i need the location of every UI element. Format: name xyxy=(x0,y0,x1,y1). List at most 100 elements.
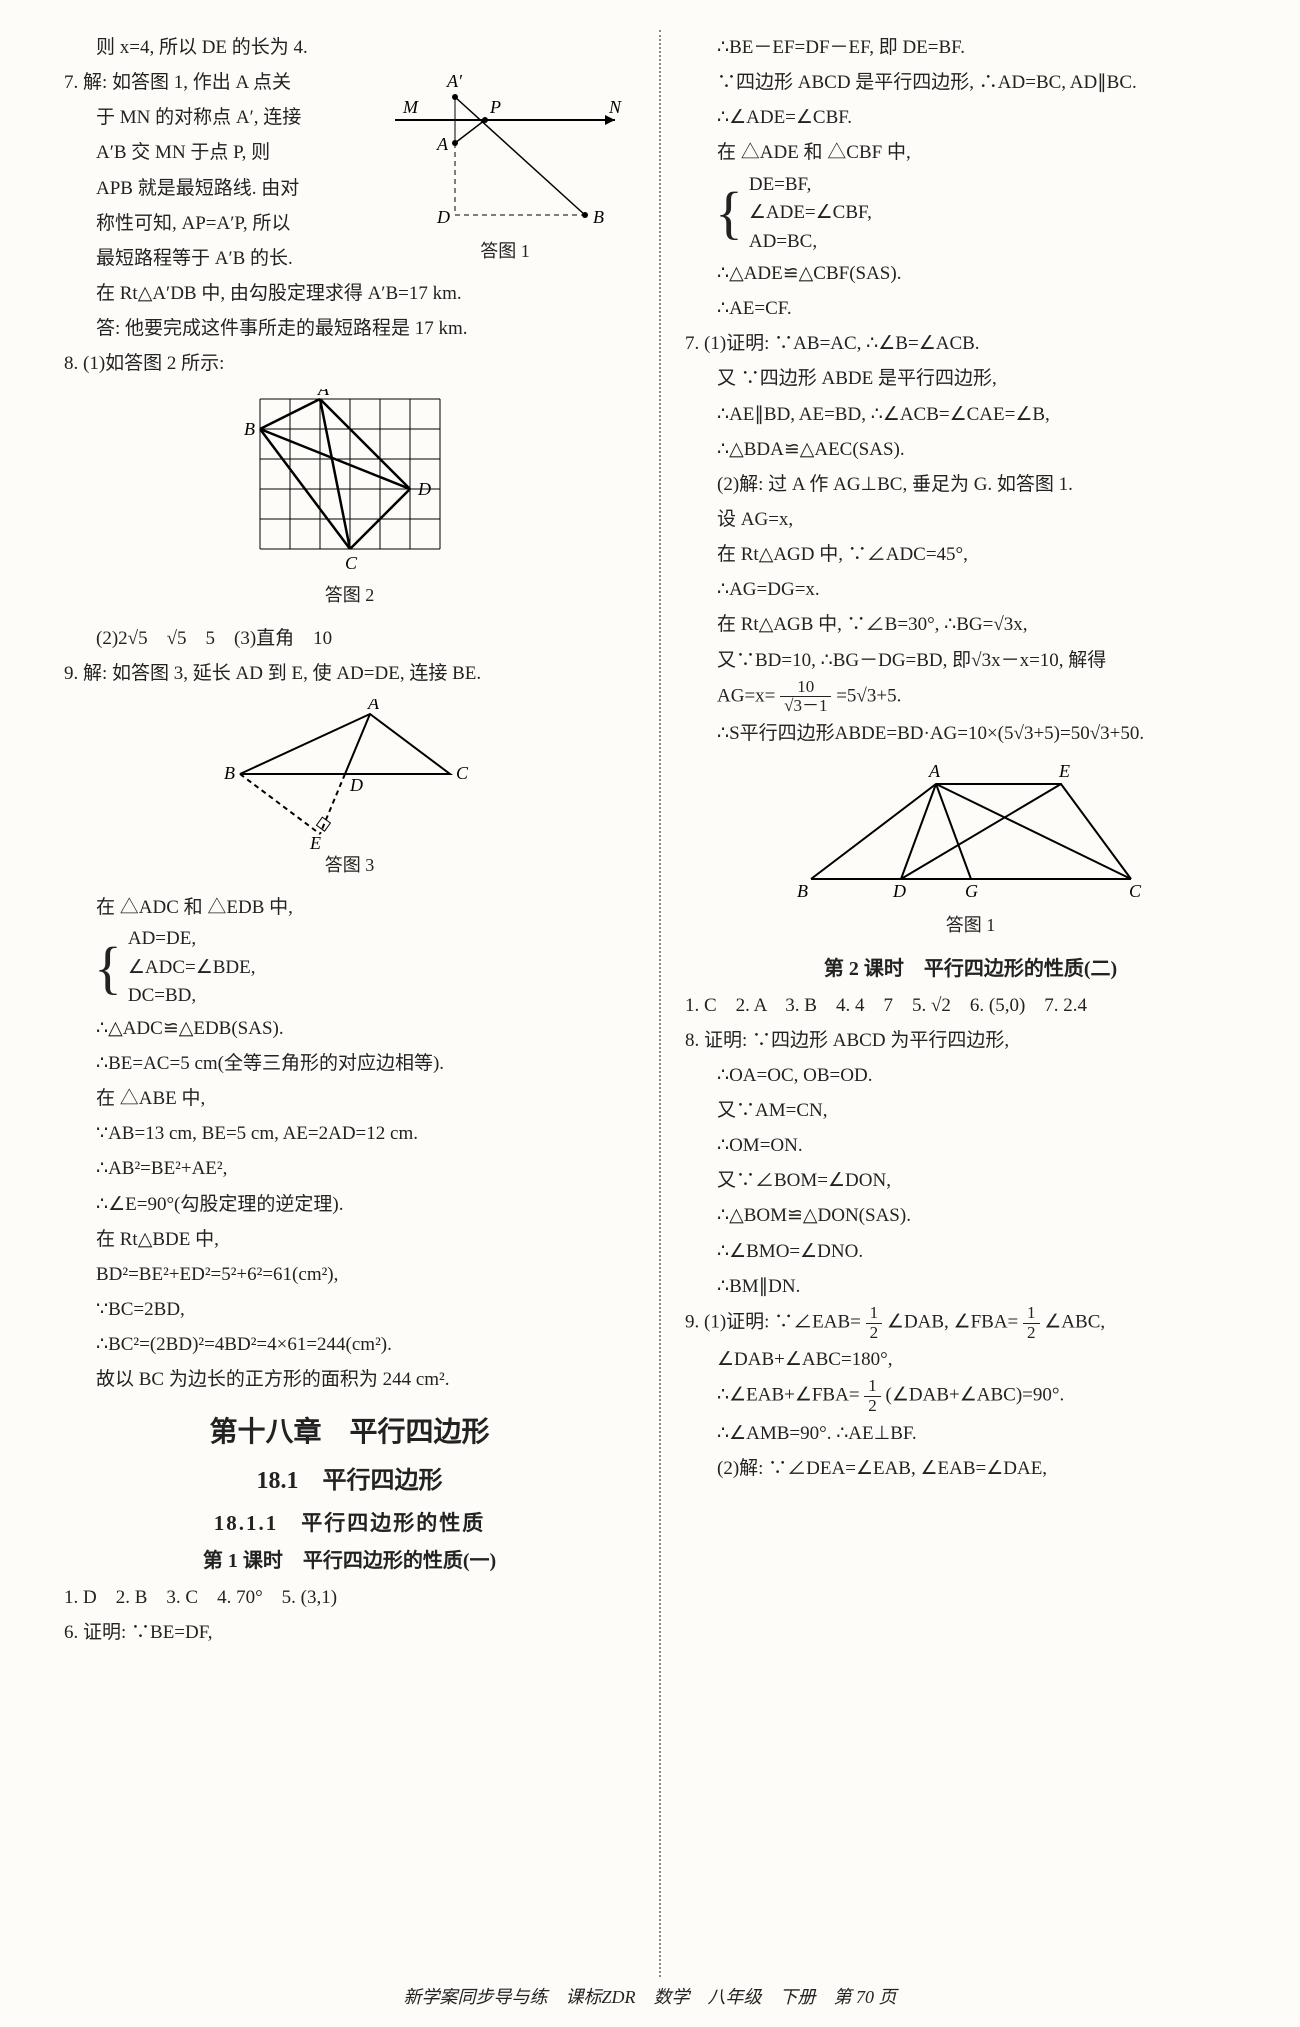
text-line: ∴BE=AC=5 cm(全等三角形的对应边相等). xyxy=(64,1046,635,1081)
text-line: 6. 证明: ∵BE=DF, xyxy=(64,1615,635,1650)
text-line: ∴BM∥DN. xyxy=(685,1269,1256,1304)
problem-7-block: 7. 解: 如答图 1, 作出 A 点关 于 MN 的对称点 A′, 连接 A′… xyxy=(64,65,635,276)
brace-line: ∠ADC=∠BDE, xyxy=(128,954,256,983)
svg-text:C: C xyxy=(1129,881,1142,901)
columns: 则 x=4, 所以 DE 的长为 4. 7. 解: 如答图 1, 作出 A 点关… xyxy=(60,30,1260,1977)
figure-3-caption: 答图 3 xyxy=(64,849,635,882)
svg-text:B: B xyxy=(244,419,255,439)
text-line: 又∵∠BOM=∠DON, xyxy=(685,1163,1256,1198)
svg-text:A: A xyxy=(436,134,449,154)
text-line: 称性可知, AP=A′P, 所以 xyxy=(64,206,375,241)
brace-system: { DE=BF, ∠ADE=∠CBF, AD=BC, xyxy=(685,171,1256,257)
text-line: ∴∠BMO=∠DNO. xyxy=(685,1234,1256,1269)
brace-system: { AD=DE, ∠ADC=∠BDE, DC=BD, xyxy=(64,925,635,1011)
text-line: ∴△ADE≌△CBF(SAS). xyxy=(685,256,1256,291)
text-line: 故以 BC 为边长的正方形的面积为 244 cm². xyxy=(64,1362,635,1397)
text-line: 8. 证明: ∵四边形 ABCD 为平行四边形, xyxy=(685,1023,1256,1058)
svg-text:D: D xyxy=(436,207,450,227)
text-line: 在 Rt△AGB 中, ∵∠B=30°, ∴BG=√3x, xyxy=(685,607,1256,642)
text-line: 于 MN 的对称点 A′, 连接 xyxy=(64,100,375,135)
eq-prefix: AG=x= xyxy=(717,685,775,706)
text-line: ∴△BDA≌△AEC(SAS). xyxy=(685,432,1256,467)
figure-2: A B D C 答图 2 xyxy=(64,389,635,612)
text-line: 最短路程等于 A′B 的长. xyxy=(64,241,375,276)
text-line: ∵四边形 ABCD 是平行四边形, ∴AD=BC, AD∥BC. xyxy=(685,65,1256,100)
brace-icon: { xyxy=(715,187,743,239)
text-line: ∴AB²=BE²+AE², xyxy=(64,1151,635,1186)
eq-suffix: ∠ABC, xyxy=(1044,1311,1105,1332)
text-line: 在 Rt△AGD 中, ∵∠ADC=45°, xyxy=(685,537,1256,572)
figure-r1-caption: 答图 1 xyxy=(685,909,1256,942)
figure-2-caption: 答图 2 xyxy=(64,579,635,612)
svg-text:E: E xyxy=(309,833,321,849)
chapter-title: 第十八章 平行四边形 xyxy=(64,1407,635,1459)
subsection-title: 18.1.1 平行四边形的性质 xyxy=(64,1504,635,1543)
text-line: ∴BE－EF=DF－EF, 即 DE=BF. xyxy=(685,30,1256,65)
page-footer: 新学案同步导与练 课标ZDR 数学 八年级 下册 第 70 页 xyxy=(0,1983,1300,2009)
text-line: 7. 解: 如答图 1, 作出 A 点关 xyxy=(64,65,375,100)
svg-text:D: D xyxy=(349,775,363,795)
text-line: ∴△ADC≌△EDB(SAS). xyxy=(64,1011,635,1046)
text-line: 则 x=4, 所以 DE 的长为 4. xyxy=(64,30,635,65)
page: 则 x=4, 所以 DE 的长为 4. 7. 解: 如答图 1, 作出 A 点关… xyxy=(0,0,1300,2027)
text-line: ∵AB=13 cm, BE=5 cm, AE=2AD=12 cm. xyxy=(64,1116,635,1151)
eq-suffix: (∠DAB+∠ABC)=90°. xyxy=(886,1385,1065,1406)
svg-text:B: B xyxy=(593,207,604,227)
right-column: ∴BE－EF=DF－EF, 即 DE=BF. ∵四边形 ABCD 是平行四边形,… xyxy=(667,30,1260,1977)
text-line: ∵BC=2BD, xyxy=(64,1292,635,1327)
fraction: 12 xyxy=(1023,1304,1040,1342)
answer-row: 1. D 2. B 3. C 4. 70° 5. (3,1) xyxy=(64,1580,635,1615)
svg-text:D: D xyxy=(417,479,431,499)
brace-line: ∠ADE=∠CBF, xyxy=(749,199,872,228)
svg-text:A: A xyxy=(317,389,330,399)
text-line: APB 就是最短路线. 由对 xyxy=(64,171,375,206)
svg-text:A′: A′ xyxy=(446,71,463,91)
text-line: ∴OA=OC, OB=OD. xyxy=(685,1058,1256,1093)
text-line: ∴∠ADE=∠CBF. xyxy=(685,100,1256,135)
text-line: (2)解: 过 A 作 AG⊥BC, 垂足为 G. 如答图 1. xyxy=(685,467,1256,502)
text-line: ∴S平行四边形ABDE=BD·AG=10×(5√3+5)=50√3+50. xyxy=(685,716,1256,751)
text-line: 又∵BD=10, ∴BG－DG=BD, 即√3x－x=10, 解得 xyxy=(685,643,1256,678)
text-line: AG=x= 10 √3－1 =5√3+5. xyxy=(685,678,1256,716)
column-divider xyxy=(659,30,661,1977)
svg-text:P: P xyxy=(489,97,501,117)
numerator: 10 xyxy=(780,678,831,698)
text-line: 在 Rt△A′DB 中, 由勾股定理求得 A′B=17 km. xyxy=(64,276,635,311)
text-line: BD²=BE²+ED²=5²+6²=61(cm²), xyxy=(64,1257,635,1292)
lesson-title: 第 1 课时 平行四边形的性质(一) xyxy=(64,1543,635,1580)
text-line: ∴∠AMB=90°. ∴AE⊥BF. xyxy=(685,1416,1256,1451)
text-line: ∴AG=DG=x. xyxy=(685,572,1256,607)
text-line: 设 AG=x, xyxy=(685,502,1256,537)
figure-1: M N A A′ P D B xyxy=(385,65,625,235)
eq-suffix: =5√3+5. xyxy=(836,685,901,706)
text-line: ∴AE∥BD, AE=BD, ∴∠ACB=∠CAE=∠B, xyxy=(685,397,1256,432)
lesson-title: 第 2 课时 平行四边形的性质(二) xyxy=(685,951,1256,988)
left-column: 则 x=4, 所以 DE 的长为 4. 7. 解: 如答图 1, 作出 A 点关… xyxy=(60,30,653,1977)
text-line: 8. (1)如答图 2 所示: xyxy=(64,346,635,381)
text-line: ∴∠E=90°(勾股定理的逆定理). xyxy=(64,1187,635,1222)
brace-line: DC=BD, xyxy=(128,982,256,1011)
answer-row: 1. C 2. A 3. B 4. 4 7 5. √2 6. (5,0) 7. … xyxy=(685,988,1256,1023)
denominator: √3－1 xyxy=(780,697,831,716)
svg-text:D: D xyxy=(892,881,906,901)
text-line: 9. (1)证明: ∵∠EAB= 12 ∠DAB, ∠FBA= 12 ∠ABC, xyxy=(685,1304,1256,1342)
fraction: 12 xyxy=(866,1304,883,1342)
svg-text:M: M xyxy=(402,97,419,117)
svg-text:E: E xyxy=(1058,761,1070,781)
svg-text:N: N xyxy=(608,97,622,117)
brace-icon: { xyxy=(94,942,122,994)
text-line: (2)2√5 √5 5 (3)直角 10 xyxy=(64,621,635,656)
text-line: 在 △ADE 和 △CBF 中, xyxy=(685,135,1256,170)
text-line: 在 Rt△BDE 中, xyxy=(64,1222,635,1257)
eq-mid: ∠DAB, ∠FBA= xyxy=(887,1311,1018,1332)
figure-3: A B C D E 答图 3 xyxy=(64,699,635,882)
brace-line: DE=BF, xyxy=(749,171,872,200)
text-line: ∴OM=ON. xyxy=(685,1128,1256,1163)
eq-prefix: 9. (1)证明: ∵∠EAB= xyxy=(685,1311,861,1332)
svg-text:C: C xyxy=(456,763,469,783)
text-line: 又∵AM=CN, xyxy=(685,1093,1256,1128)
text-line: 答: 他要完成这件事所走的最短路程是 17 km. xyxy=(64,311,635,346)
text-line: (2)解: ∵∠DEA=∠EAB, ∠EAB=∠DAE, xyxy=(685,1451,1256,1486)
text-line: ∴△BOM≌△DON(SAS). xyxy=(685,1198,1256,1233)
svg-text:B: B xyxy=(224,763,235,783)
